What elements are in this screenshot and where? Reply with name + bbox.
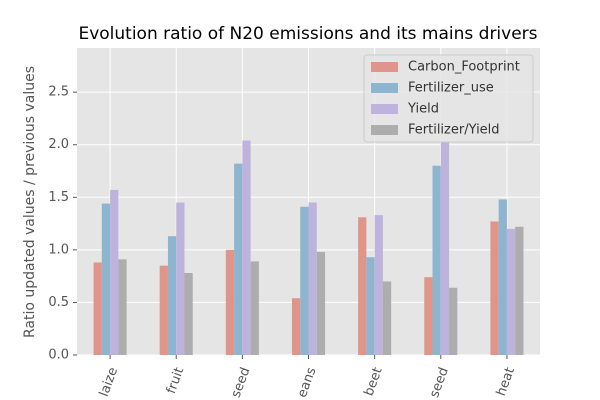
bar xyxy=(234,163,243,355)
y-axis-label: Ratio updated values / previous values xyxy=(22,66,38,338)
bar xyxy=(300,206,309,355)
bar xyxy=(118,259,127,355)
bar xyxy=(374,215,383,355)
bar xyxy=(498,199,507,355)
bar xyxy=(316,251,326,355)
x-tick-label: eans xyxy=(295,365,320,399)
x-tick-label: heat xyxy=(494,365,518,398)
bar xyxy=(440,141,450,355)
legend-label: Fertilizer_use xyxy=(408,81,494,96)
legend-swatch xyxy=(371,62,398,72)
bar xyxy=(110,189,119,355)
y-tick-label: 2.5 xyxy=(48,85,69,100)
bar xyxy=(250,261,259,355)
bar xyxy=(291,298,301,355)
bar xyxy=(506,228,516,355)
legend-swatch xyxy=(371,125,398,135)
bar xyxy=(449,287,458,355)
legend-label: Carbon_Footprint xyxy=(408,60,520,75)
legend-swatch xyxy=(371,104,398,114)
x-tick-label: seed xyxy=(427,365,452,399)
legend-label: Fertilizer/Yield xyxy=(408,123,500,138)
bar xyxy=(424,277,433,355)
legend-label: Yield xyxy=(407,102,439,117)
legend-swatch xyxy=(371,83,398,93)
x-tick-label: laize xyxy=(97,365,121,398)
y-tick-label: 1.5 xyxy=(48,190,69,205)
bar xyxy=(382,281,392,355)
bar xyxy=(225,249,235,355)
legend-box xyxy=(363,54,534,143)
bar xyxy=(167,236,177,355)
y-tick-label: 0.0 xyxy=(48,348,69,363)
chart-title: Evolution ratio of N20 emissions and its… xyxy=(78,24,537,44)
bar xyxy=(308,202,317,355)
bar xyxy=(93,262,102,355)
y-tick-label: 0.5 xyxy=(48,295,69,310)
y-tick-label: 1.0 xyxy=(48,242,69,257)
bar xyxy=(490,221,499,355)
bar xyxy=(358,217,367,355)
x-tick-label: fruit xyxy=(164,365,187,395)
bar xyxy=(176,202,185,355)
bar xyxy=(432,165,441,355)
x-tick-label: seed xyxy=(229,365,254,399)
bar xyxy=(101,203,111,355)
bar xyxy=(159,265,168,355)
bar xyxy=(242,140,251,355)
x-tick-label: beet xyxy=(362,365,386,398)
bar xyxy=(515,226,524,355)
bar xyxy=(184,272,193,355)
bar xyxy=(366,257,375,355)
y-tick-label: 2.0 xyxy=(48,137,69,152)
